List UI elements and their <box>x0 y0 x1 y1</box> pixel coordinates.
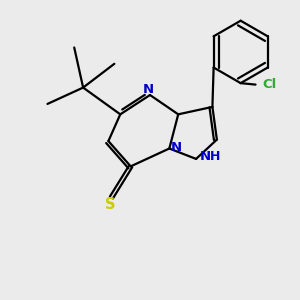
Text: Cl: Cl <box>262 78 277 91</box>
Text: N: N <box>170 140 182 154</box>
Text: S: S <box>105 196 115 211</box>
Text: N: N <box>143 83 154 96</box>
Text: H: H <box>210 150 220 163</box>
Text: N: N <box>200 150 211 163</box>
